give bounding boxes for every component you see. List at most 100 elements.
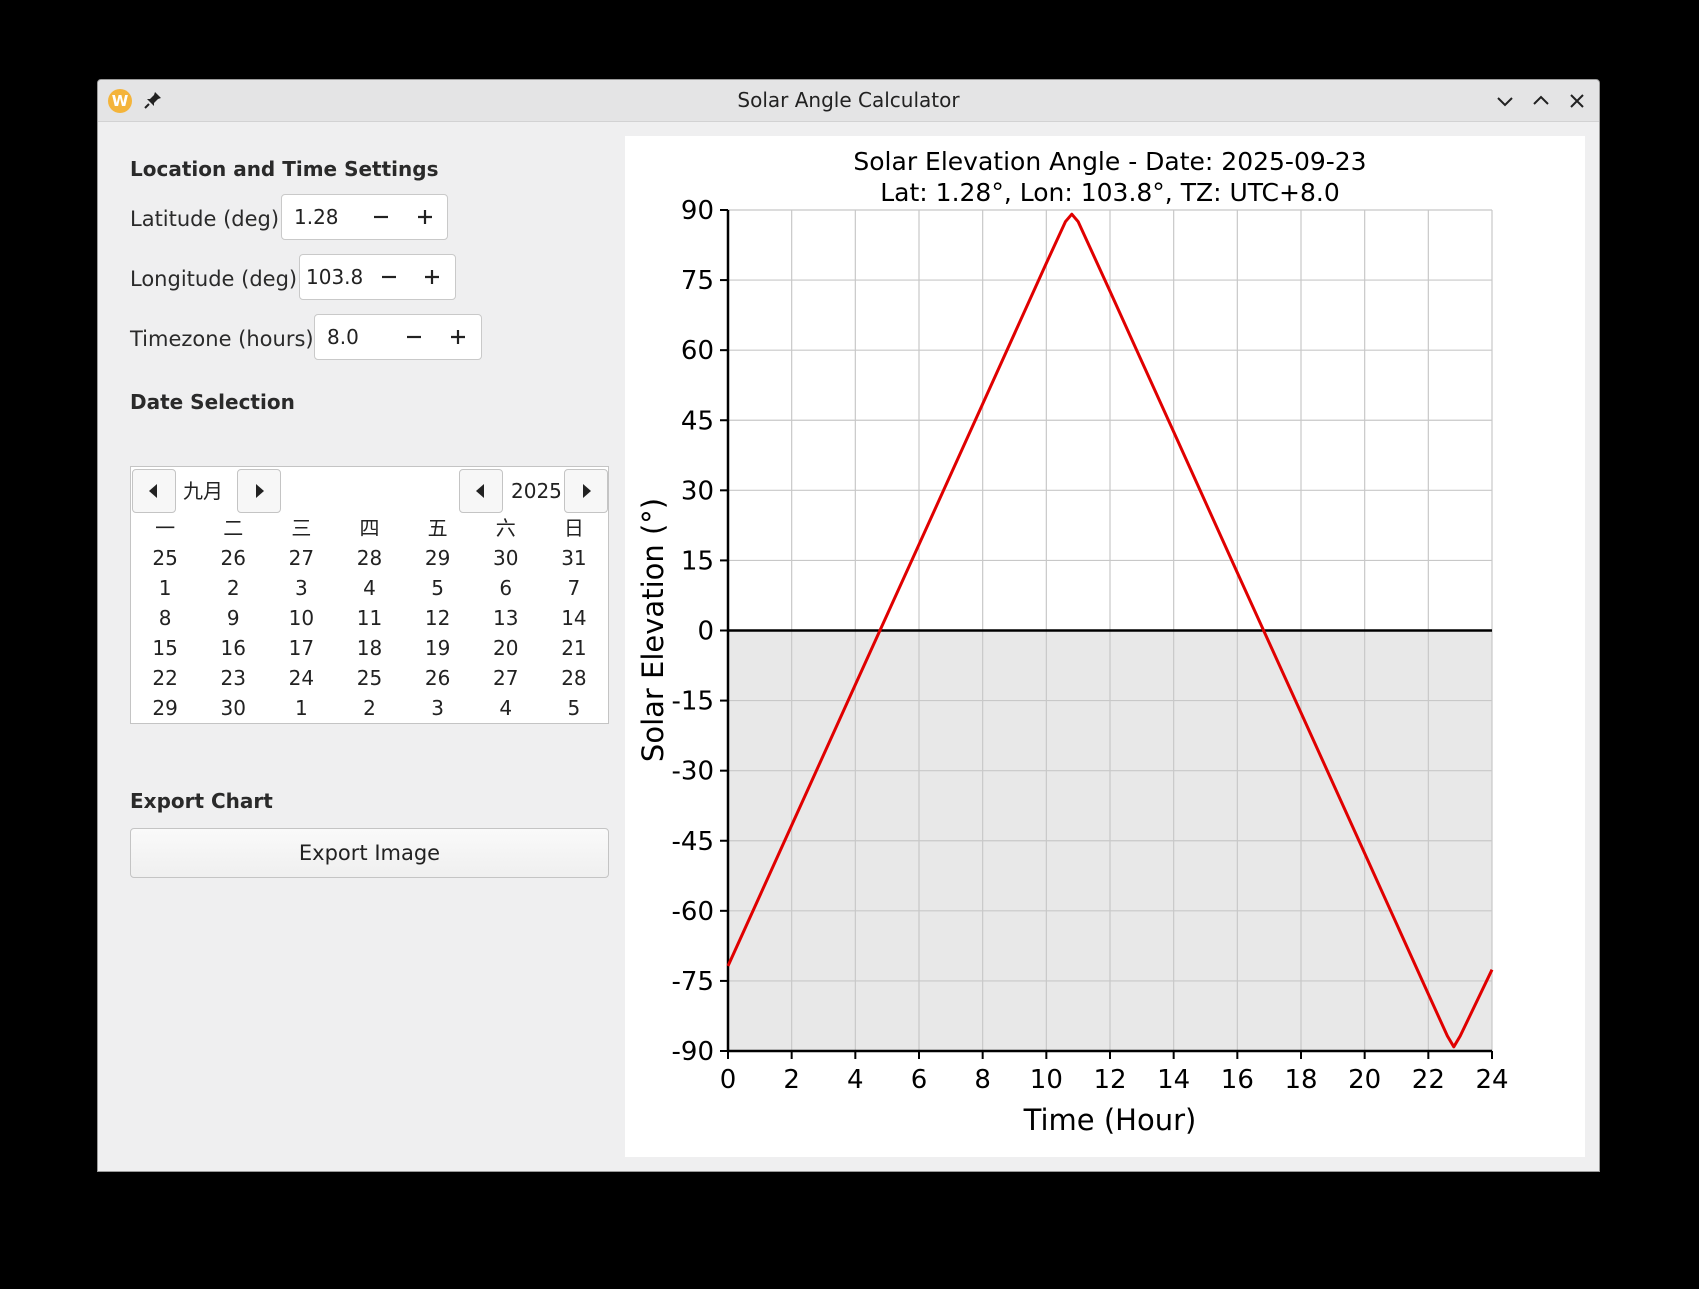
calendar-day[interactable]: 4 bbox=[499, 696, 513, 720]
calendar-day[interactable]: 15 bbox=[152, 636, 178, 660]
calendar-day[interactable]: 28 bbox=[356, 546, 383, 570]
calendar-day[interactable]: 9 bbox=[226, 606, 240, 630]
title-bar[interactable]: W Solar Angle Calculator bbox=[98, 80, 1599, 122]
weekday-label: 三 bbox=[291, 516, 312, 540]
calendar-day[interactable]: 4 bbox=[363, 576, 376, 600]
calendar-day[interactable]: 21 bbox=[561, 636, 587, 660]
calendar-day[interactable]: 19 bbox=[424, 636, 451, 660]
calendar-day[interactable]: 14 bbox=[561, 606, 587, 630]
y-tick-label: -60 bbox=[672, 897, 714, 927]
export-chart-heading: Export Chart bbox=[130, 789, 273, 813]
timezone-value[interactable]: 8.0 bbox=[327, 325, 359, 349]
calendar-day[interactable]: 22 bbox=[152, 666, 178, 690]
calendar-day[interactable]: 10 bbox=[288, 606, 315, 630]
calendar-day[interactable]: 3 bbox=[431, 696, 444, 720]
calendar-day[interactable]: 7 bbox=[567, 576, 581, 600]
x-tick-label: 0 bbox=[720, 1065, 737, 1095]
timezone-increment-icon[interactable] bbox=[443, 322, 473, 352]
weekday-label: 六 bbox=[495, 516, 516, 540]
maximize-icon[interactable] bbox=[1528, 88, 1554, 114]
latitude-increment-icon[interactable] bbox=[410, 202, 440, 232]
calendar-day[interactable]: 1 bbox=[294, 696, 308, 720]
calendar-day[interactable]: 26 bbox=[424, 666, 451, 690]
month-label[interactable]: 九月 bbox=[183, 479, 223, 503]
prev-month-button[interactable] bbox=[132, 469, 176, 513]
calendar-week-row: 1 2 3 4 5 6 7 bbox=[131, 573, 608, 603]
caret-left-icon bbox=[149, 484, 157, 498]
calendar-day[interactable]: 25 bbox=[152, 546, 178, 570]
y-tick-label: -90 bbox=[672, 1037, 714, 1067]
x-tick-label: 10 bbox=[1030, 1065, 1063, 1095]
y-tick-label: -30 bbox=[672, 757, 714, 787]
calendar-day[interactable]: 25 bbox=[356, 666, 383, 690]
longitude-increment-icon[interactable] bbox=[417, 262, 447, 292]
y-tick-label: 30 bbox=[681, 476, 714, 506]
x-tick-label: 2 bbox=[783, 1065, 800, 1095]
calendar-day[interactable]: 8 bbox=[158, 606, 172, 630]
calendar-day[interactable]: 18 bbox=[356, 636, 383, 660]
calendar-day[interactable]: 28 bbox=[561, 666, 587, 690]
calendar-day[interactable]: 31 bbox=[561, 546, 587, 570]
calendar-day[interactable]: 5 bbox=[431, 576, 444, 600]
pin-icon[interactable] bbox=[142, 89, 164, 111]
calendar-week-row: 8 9 10 11 12 13 14 bbox=[131, 603, 608, 633]
calendar-day[interactable]: 13 bbox=[493, 606, 519, 630]
latitude-decrement-icon[interactable] bbox=[366, 202, 396, 232]
calendar-day[interactable]: 16 bbox=[220, 636, 246, 660]
calendar-day[interactable]: 29 bbox=[152, 696, 178, 720]
timezone-decrement-icon[interactable] bbox=[399, 322, 429, 352]
x-tick-label: 22 bbox=[1412, 1065, 1445, 1095]
close-icon[interactable] bbox=[1564, 88, 1590, 114]
calendar-day[interactable]: 30 bbox=[220, 696, 246, 720]
calendar-day[interactable]: 20 bbox=[493, 636, 519, 660]
control-panel: Location and Time Settings Latitude (deg… bbox=[98, 121, 618, 1171]
next-year-button[interactable] bbox=[564, 469, 608, 513]
calendar-day[interactable]: 24 bbox=[288, 666, 315, 690]
app-window: W Solar Angle Calculator Location and Ti… bbox=[97, 79, 1600, 1172]
prev-year-button[interactable] bbox=[459, 469, 503, 513]
weekday-header-row: 一 二 三 四 五 六 日 bbox=[131, 513, 608, 543]
calendar-day[interactable]: 30 bbox=[493, 546, 519, 570]
weekday-label: 一 bbox=[155, 516, 176, 540]
latitude-spinbox[interactable]: 1.28 bbox=[281, 194, 448, 240]
export-image-button[interactable]: Export Image bbox=[130, 828, 609, 878]
calendar-day[interactable]: 3 bbox=[294, 576, 308, 600]
calendar-day[interactable]: 17 bbox=[288, 636, 315, 660]
calendar-day[interactable]: 11 bbox=[356, 606, 383, 630]
calendar-day[interactable]: 27 bbox=[288, 546, 315, 570]
calendar-day[interactable]: 2 bbox=[226, 576, 240, 600]
longitude-spinbox[interactable]: 103.8 bbox=[299, 254, 456, 300]
x-tick-label: 24 bbox=[1475, 1065, 1508, 1095]
y-tick-label: 45 bbox=[681, 406, 714, 436]
longitude-label: Longitude (deg): bbox=[130, 267, 305, 291]
calendar-day[interactable]: 5 bbox=[567, 696, 581, 720]
x-tick-label: 12 bbox=[1093, 1065, 1126, 1095]
date-selection-heading: Date Selection bbox=[130, 390, 295, 414]
caret-left-icon bbox=[476, 484, 484, 498]
weekday-label: 二 bbox=[223, 516, 244, 540]
calendar-day[interactable]: 23 bbox=[220, 666, 246, 690]
calendar-day[interactable]: 26 bbox=[220, 546, 246, 570]
minimize-icon[interactable] bbox=[1492, 88, 1518, 114]
calendar-week-row: 22 23 24 25 26 27 28 bbox=[131, 663, 608, 693]
longitude-decrement-icon[interactable] bbox=[374, 262, 404, 292]
chart-title: Solar Elevation Angle - Date: 2025-09-23 bbox=[853, 147, 1366, 176]
calendar-week-row: 15 16 17 18 19 20 21 bbox=[131, 633, 608, 663]
caret-right-icon bbox=[583, 484, 591, 498]
calendar-day[interactable]: 29 bbox=[424, 546, 451, 570]
calendar-day[interactable]: 6 bbox=[499, 576, 513, 600]
calendar-day[interactable]: 1 bbox=[158, 576, 172, 600]
latitude-value[interactable]: 1.28 bbox=[294, 205, 339, 229]
x-tick-label: 6 bbox=[911, 1065, 928, 1095]
x-tick-label: 8 bbox=[974, 1065, 991, 1095]
y-tick-label: 75 bbox=[681, 266, 714, 296]
timezone-spinbox[interactable]: 8.0 bbox=[314, 314, 482, 360]
calendar-day[interactable]: 27 bbox=[493, 666, 519, 690]
year-label[interactable]: 2025 bbox=[511, 479, 562, 503]
calendar-day[interactable]: 2 bbox=[363, 696, 376, 720]
longitude-value[interactable]: 103.8 bbox=[306, 265, 364, 289]
calendar-day[interactable]: 12 bbox=[424, 606, 451, 630]
y-tick-label: 15 bbox=[681, 546, 714, 576]
next-month-button[interactable] bbox=[237, 469, 281, 513]
calendar-grid: 一 二 三 四 五 六 日 25 26 27 28 29 30 31 bbox=[131, 513, 608, 723]
